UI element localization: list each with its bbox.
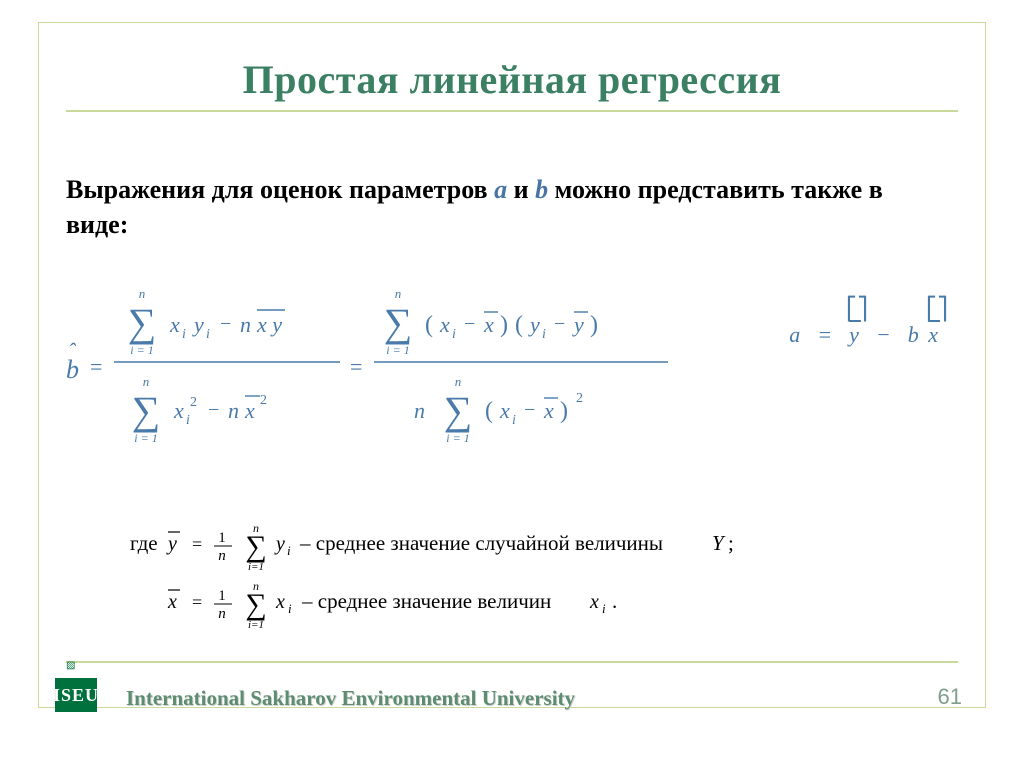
den2-xii: i	[512, 413, 516, 428]
num2-rp2: )	[590, 312, 598, 338]
num2-lp2: (	[515, 312, 523, 338]
den2-rp: )	[560, 398, 568, 424]
num2-xbar: x	[483, 312, 494, 337]
den2-sq: 2	[576, 391, 583, 406]
num1-n: n	[139, 286, 146, 301]
den1-22: 2	[260, 393, 267, 408]
den2-lp: (	[485, 398, 493, 424]
den1-2: 2	[190, 395, 197, 410]
def2-xvari: i	[602, 601, 606, 616]
num1-yi: i	[206, 327, 210, 342]
intro-text: Выражения для оценок параметров a и b мо…	[66, 172, 946, 242]
page-number: 61	[938, 684, 962, 710]
def2-xbar: x	[167, 591, 177, 613]
glitch-box-a2: ⎡⎤	[926, 296, 948, 322]
num2-rp1: )	[500, 312, 508, 338]
num2-i: i = 1	[386, 343, 409, 357]
num2-n: n	[395, 286, 402, 301]
num1-sum: ∑	[128, 300, 157, 345]
num2-m2: −	[554, 313, 565, 335]
num1-xy: x	[169, 312, 180, 337]
den1-xi: i	[186, 413, 190, 428]
den1-i: i = 1	[134, 431, 157, 445]
den1-x: x	[173, 398, 184, 423]
def1-ybar: y	[166, 533, 177, 555]
def2-sumi: i=1	[248, 619, 264, 631]
den2-nn: n	[455, 374, 462, 389]
def2-fracn: n	[218, 606, 226, 622]
rule-bottom	[66, 661, 958, 663]
den1-nn: n	[228, 398, 239, 423]
def2-xii: i	[288, 601, 292, 616]
den2-nfront: n	[414, 398, 425, 423]
num2-ybar: y	[572, 312, 584, 337]
def1-where: где	[130, 531, 158, 555]
logo: ▨ ISEU	[52, 658, 100, 708]
den2-m: −	[524, 399, 535, 421]
den2-xi: x	[499, 398, 510, 423]
footer: ▨ ISEU International Sakharov Environmen…	[0, 680, 1024, 740]
num1-xbar: x y	[256, 312, 282, 337]
intro-param-b: b	[535, 175, 548, 204]
glitch-box-a1: ⎡⎤	[846, 296, 868, 322]
def1-sumi: i=1	[248, 561, 264, 573]
den1-n: n	[143, 374, 150, 389]
def1-frac1: 1	[218, 530, 226, 546]
num2-lp1: (	[425, 312, 433, 338]
den1-sum: ∑	[132, 388, 161, 433]
intro-param-a: a	[494, 175, 507, 204]
def2-sum: ∑	[245, 588, 266, 621]
slide-title: Простая линейная регрессия	[0, 56, 1024, 103]
num1-minus: −	[220, 313, 231, 335]
definitions-block: где y = 1 n n ∑ i=1 y i – среднее значен…	[130, 520, 930, 645]
b-eq: =	[90, 354, 102, 379]
intro-pre: Выражения для оценок параметров	[66, 175, 494, 204]
num1-i: i = 1	[130, 343, 153, 357]
formula-b-block: ˆ b = n ∑ i = 1 x i y i − n x y n ∑ i = …	[60, 278, 960, 468]
den2-i: i = 1	[446, 431, 469, 445]
logo-mini-icon: ▨	[66, 660, 75, 671]
num2-m1: −	[464, 313, 475, 335]
formula-a: a = y − b x	[789, 322, 940, 348]
def1-text: – среднее значение случайной величины	[299, 531, 663, 555]
num2-xii: i	[452, 327, 456, 342]
den1-xbar: x	[244, 398, 255, 423]
def2-dot: .	[612, 589, 617, 613]
rule-top	[66, 110, 958, 112]
def1-yi: y	[274, 533, 285, 555]
def1-Y: Y	[712, 531, 726, 555]
num1-xi: i	[182, 327, 186, 342]
def2-frac1: 1	[218, 588, 226, 604]
den2-xbar: x	[543, 398, 554, 423]
def1-semi: ;	[728, 531, 734, 555]
university-name: International Sakharov Environmental Uni…	[126, 686, 575, 711]
def1-sum: ∑	[245, 530, 266, 563]
def1-fracn: n	[218, 548, 226, 564]
intro-and: и	[507, 175, 535, 204]
b-lhs: b	[66, 355, 79, 384]
def2-eq: =	[192, 592, 202, 612]
logo-text: ISEU	[55, 678, 97, 712]
def2-text: – среднее значение величин	[301, 589, 551, 613]
num2-sum: ∑	[384, 300, 413, 345]
num2-yii: i	[542, 327, 546, 342]
num2-xi: x	[439, 312, 450, 337]
den2-sum: ∑	[444, 388, 473, 433]
def1-yii: i	[287, 543, 291, 558]
def2-xi: x	[275, 591, 285, 613]
def2-xvar: x	[589, 591, 599, 613]
b-eq2: =	[350, 354, 362, 379]
def1-eq: =	[192, 534, 202, 554]
den1-minus: −	[208, 399, 219, 421]
num1-y: y	[192, 312, 204, 337]
num2-yi: y	[528, 312, 540, 337]
num1-nn: n	[240, 312, 251, 337]
